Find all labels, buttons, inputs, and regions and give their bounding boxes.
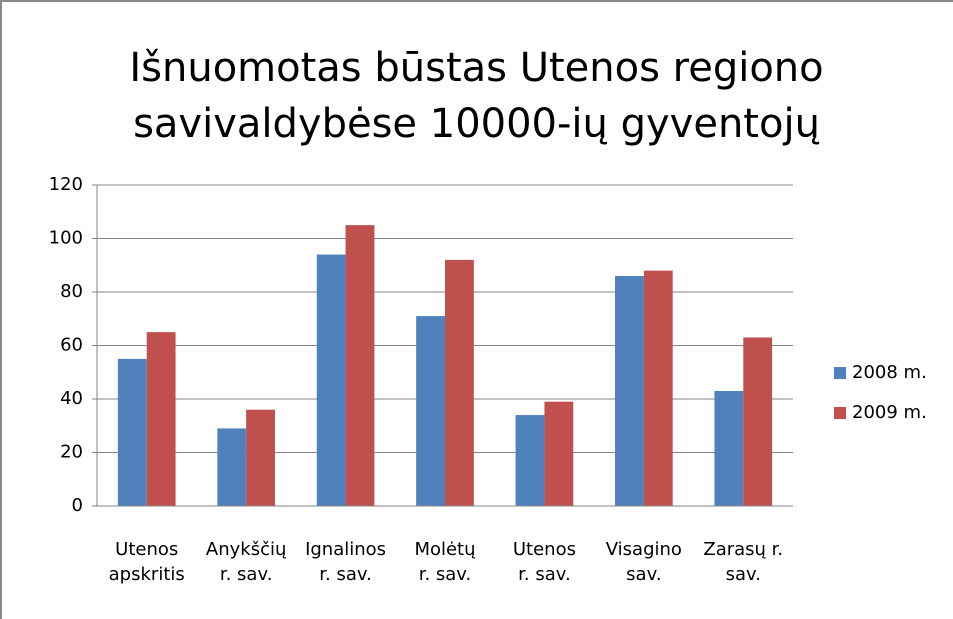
bar (345, 225, 375, 506)
x-tick-label: Molėtų r. sav. (414, 539, 476, 585)
bar (316, 254, 346, 506)
bar (714, 390, 744, 506)
y-tick-label: 0 (72, 495, 83, 516)
x-tick-label: Utenos apskritis (108, 539, 185, 585)
bar (246, 409, 275, 506)
y-tick-label: 100 (49, 228, 83, 249)
y-tick-label: 40 (60, 388, 83, 409)
bar (544, 401, 574, 506)
bar (217, 428, 247, 506)
x-tick-label: Ignalinos r. sav. (305, 539, 387, 585)
y-tick-label: 80 (60, 281, 83, 302)
y-tick-label: 20 (60, 442, 83, 463)
x-tick-label: Anykščių r. sav. (205, 539, 287, 585)
bar (643, 270, 673, 506)
legend-swatch (834, 367, 846, 379)
bar (515, 415, 545, 506)
legend-label: 2008 m. (852, 362, 927, 383)
y-tick-label: 120 (49, 174, 83, 195)
bar (743, 337, 773, 506)
bar (416, 316, 445, 506)
bar (615, 275, 644, 506)
y-tick-label: 60 (60, 335, 83, 356)
x-tick-label: Zarasų r. sav. (703, 539, 784, 585)
legend-label: 2009 m. (852, 402, 927, 423)
bar (445, 259, 474, 506)
legend-swatch (834, 407, 846, 419)
chart-title: Išnuomotas būstas Utenos regiono savival… (129, 45, 824, 147)
bar (117, 358, 147, 506)
x-tick-label: Utenos r. sav. (512, 539, 576, 585)
bar (146, 332, 176, 506)
x-tick-label: Visagino sav. (605, 539, 682, 585)
